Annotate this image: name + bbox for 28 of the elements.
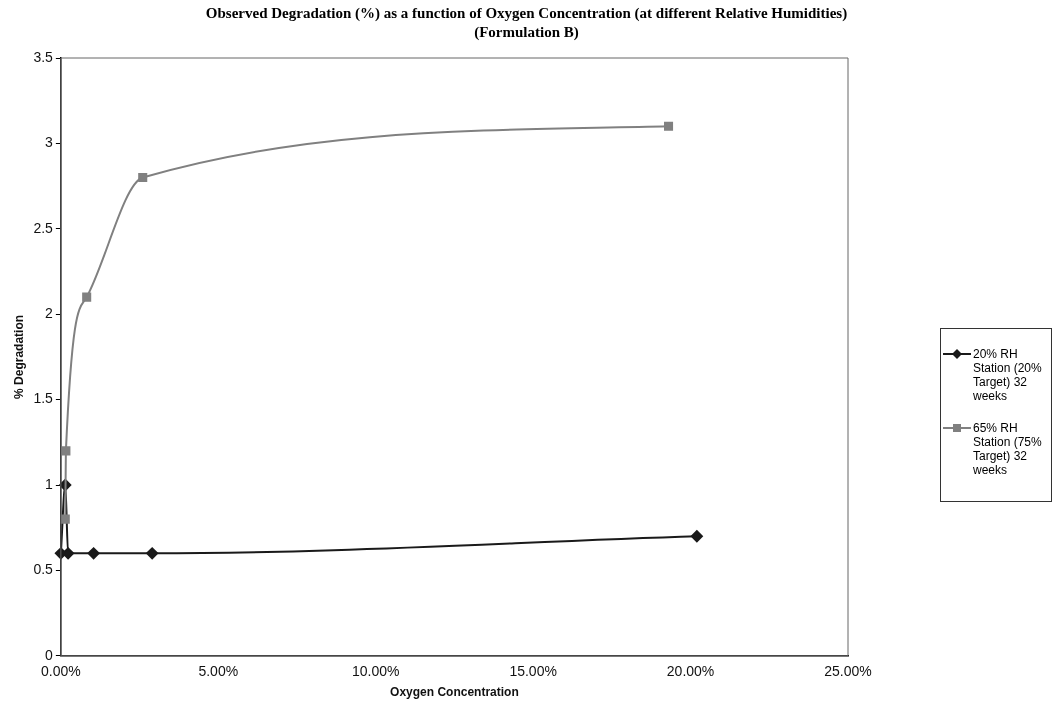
x-tick-label: 0.00% [41,663,81,680]
chart-title: Observed Degradation (%) as a function of Oxygen Concentration (at different Relative Humidities) [205,5,848,21]
point [690,530,703,543]
chart-subtitle: (Formulation B) [474,24,579,40]
point [664,121,674,131]
point [82,292,92,302]
point [60,514,70,524]
y-tick-label: 3 [45,134,54,151]
y-tick-label: 2 [45,305,54,322]
y-tick-label: 1 [45,475,54,492]
x-tick-label: 20.00% [666,663,715,680]
point [138,173,148,183]
y-axis-title: % Degradation [11,314,26,399]
x-tick-label: 15.00% [509,663,557,680]
legend-label: 20% RH Station (20% Target) 32 weeks [973,347,1043,403]
legend-label: 65% RH Station (75% Target) 32 weeks [973,421,1043,477]
y-tick-label: 0.5 [33,561,54,578]
y-tick-label: 0 [45,646,54,663]
y-tick-label: 1.5 [33,390,54,407]
x-axis-title: Oxygen Concentration [390,685,519,700]
y-tick-label: 2.5 [33,219,54,236]
point [61,446,71,456]
point [87,547,100,560]
x-tick-label: 10.00% [351,663,400,680]
x-tick-label: 25.00% [824,663,872,680]
x-tick-label: 5.00% [198,663,239,680]
point [146,547,159,560]
y-tick-label: 3.5 [33,48,54,65]
